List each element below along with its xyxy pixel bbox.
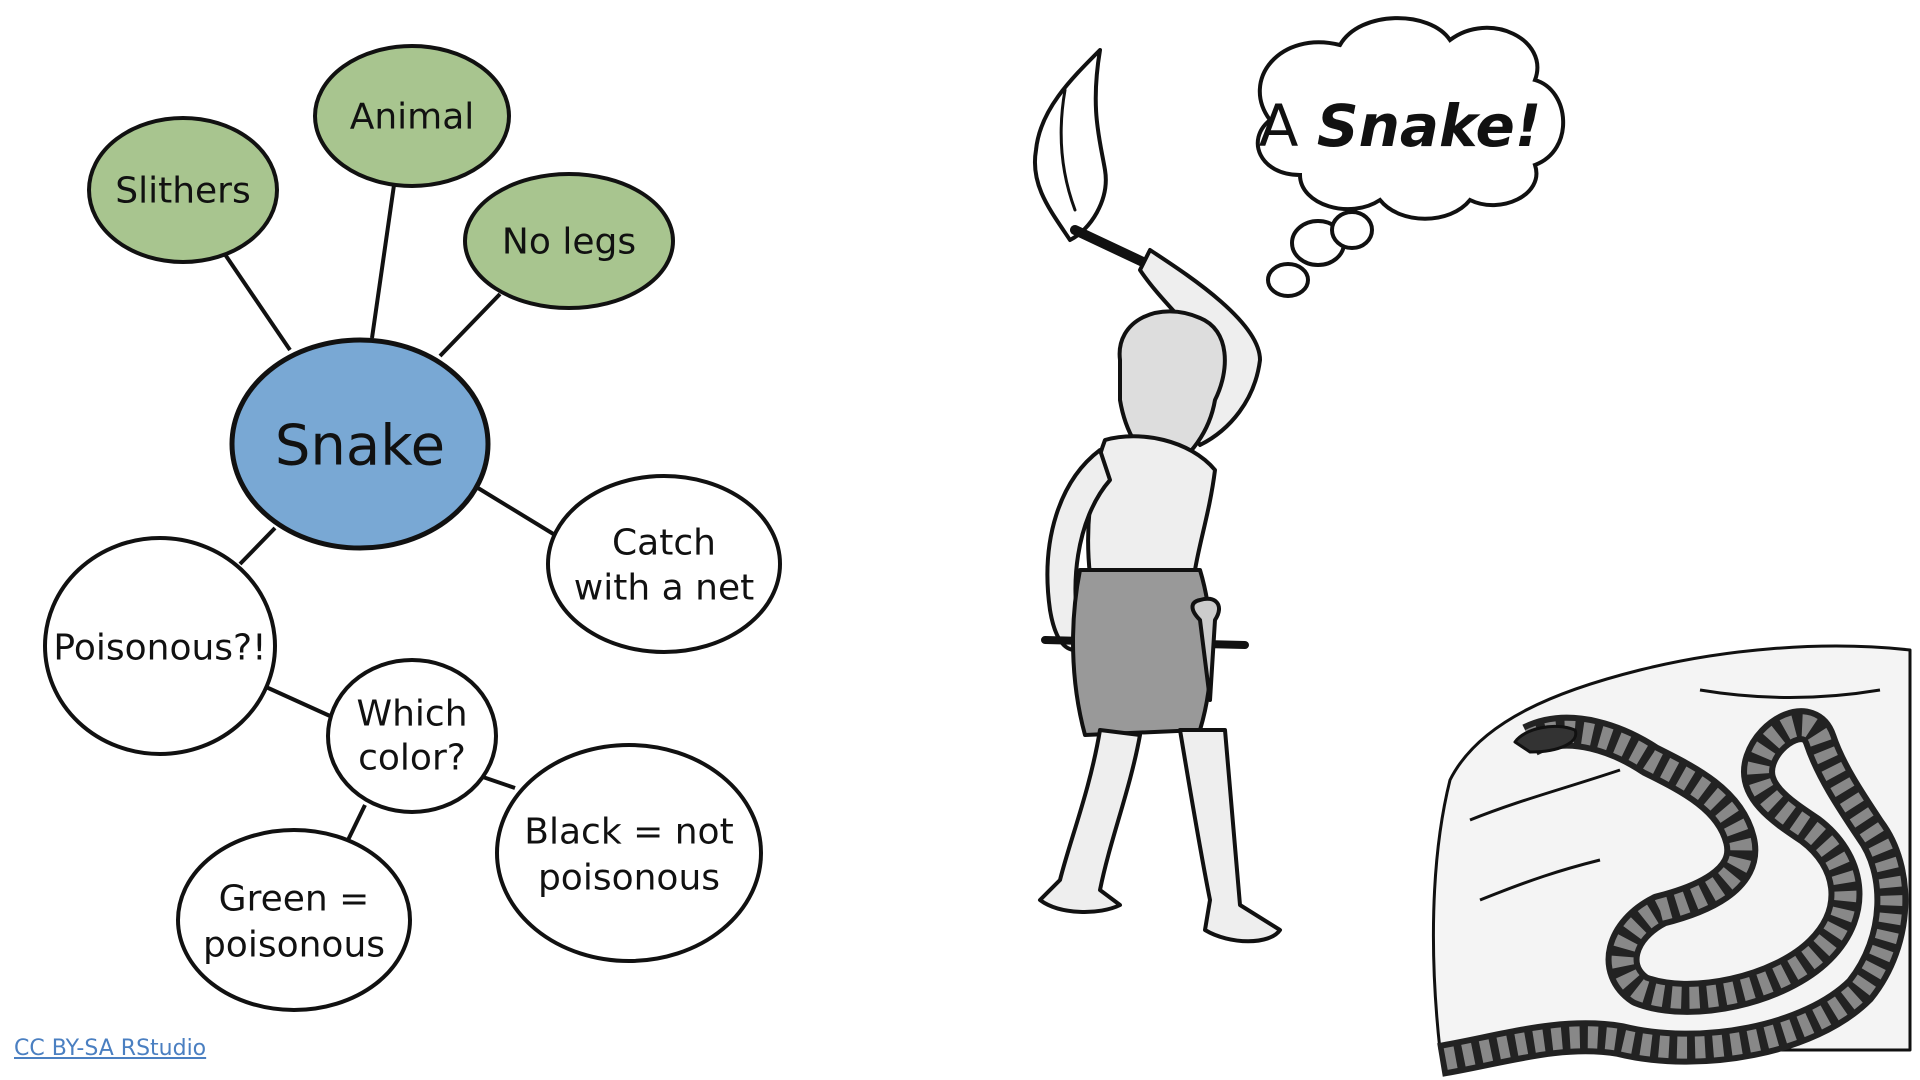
node-green-line1: Green =	[219, 879, 370, 920]
connector-poisonous	[238, 526, 277, 566]
node-which-color: Which color?	[326, 658, 498, 814]
node-no-legs-label: No legs	[502, 222, 636, 263]
snake-head-icon	[1513, 724, 1578, 754]
caveman-leg-right	[1178, 728, 1282, 944]
node-no-legs: No legs	[463, 172, 675, 310]
node-slithers-label: Slithers	[115, 171, 251, 212]
connector-catch	[476, 486, 557, 537]
node-which-color-line1: Which	[356, 694, 467, 735]
node-poisonous-label: Poisonous?!	[53, 628, 266, 669]
thought-bubble-prefix: A	[1259, 92, 1317, 160]
node-green: Green = poisonous	[176, 828, 412, 1012]
thought-bubble-text: A Snake!	[1259, 92, 1542, 160]
node-snake-center-label: Snake	[275, 414, 445, 479]
caveman-with-torch-illustration	[1032, 48, 1282, 944]
node-black: Black = not poisonous	[495, 743, 763, 963]
connector-green	[346, 804, 367, 841]
torch-flame-icon	[1032, 48, 1108, 242]
node-catch-line1: Catch	[612, 523, 716, 564]
node-snake-center: Snake	[229, 337, 491, 551]
node-poisonous: Poisonous?!	[43, 536, 277, 756]
mindmap-connectors	[220, 184, 557, 841]
node-black-line1: Black = not	[524, 812, 733, 853]
caveman-loincloth	[1071, 568, 1214, 737]
thought-bubble: A Snake!	[1255, 16, 1566, 298]
thought-bubble-puff-mid	[1330, 210, 1374, 250]
connector-black	[479, 774, 516, 790]
connector-animal	[370, 184, 396, 339]
thought-bubble-emphasis: Snake!	[1317, 92, 1542, 160]
connector-no-legs	[438, 292, 502, 358]
node-black-line2: poisonous	[538, 858, 720, 899]
node-slithers: Slithers	[87, 116, 279, 264]
caveman-leg-left	[1038, 728, 1142, 914]
thought-bubble-puff-small	[1266, 262, 1310, 298]
node-catch-line2: with a net	[574, 568, 754, 609]
node-catch: Catch with a net	[546, 474, 782, 654]
node-animal: Animal	[313, 44, 511, 188]
credit-link[interactable]: CC BY-SA RStudio	[14, 1036, 207, 1061]
connector-slithers	[220, 248, 292, 352]
thought-bubble-cloud	[1255, 16, 1566, 221]
connector-which-color	[265, 685, 331, 718]
node-animal-label: Animal	[350, 97, 475, 138]
snake-on-rock-illustration	[1431, 644, 1912, 1077]
caveman-torso	[1086, 434, 1217, 577]
node-green-line2: poisonous	[203, 925, 385, 966]
node-which-color-line2: color?	[358, 738, 466, 779]
